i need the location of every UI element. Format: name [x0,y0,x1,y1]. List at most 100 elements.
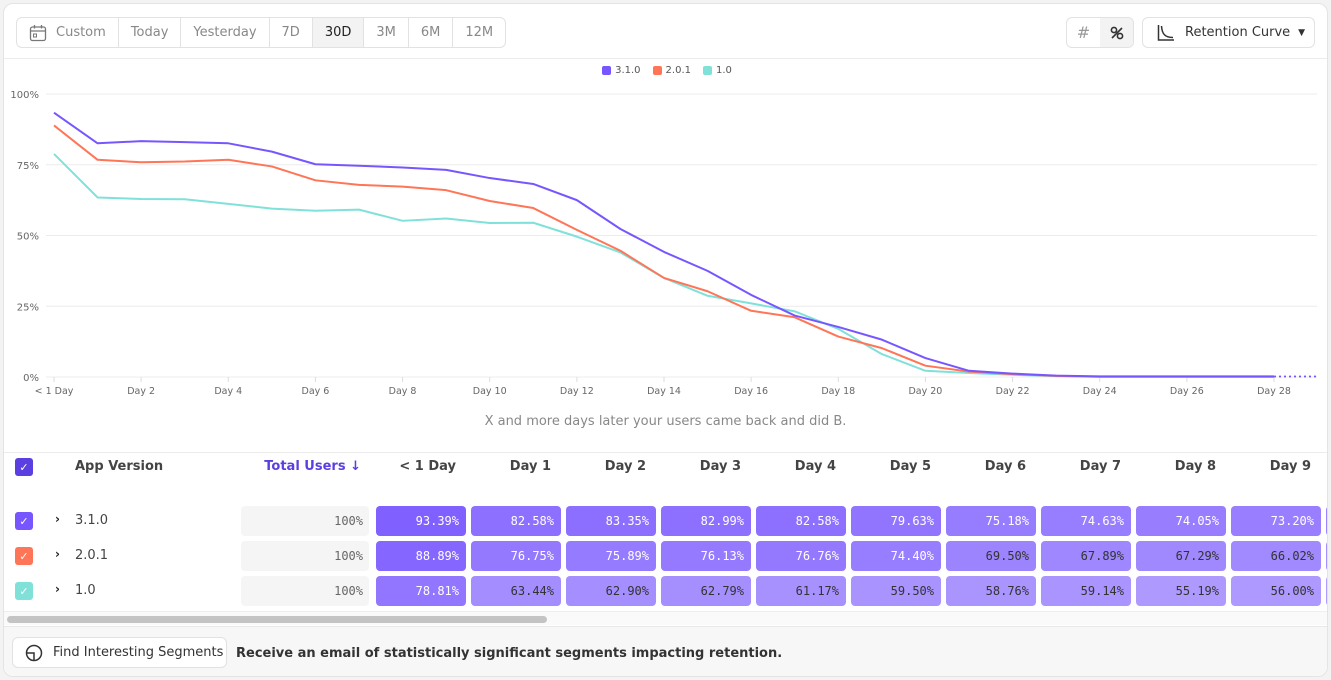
segment-name: 1.0 [75,583,96,598]
y-tick-label: 75% [17,161,39,172]
retention-cell-partial[interactable] [1326,506,1327,536]
day-column-header[interactable]: Day 5 [889,459,931,474]
expand-chevron-icon[interactable]: › [55,547,60,561]
retention-cell[interactable]: 67.29% [1136,541,1226,571]
chart-type-dropdown[interactable]: Retention Curve ▼ [1142,17,1315,48]
legend-item[interactable]: 3.1.0 [602,65,641,76]
date-range-7d[interactable]: 7D [270,18,313,47]
x-tick-label: < 1 Day [35,386,74,397]
retention-cell[interactable]: 82.58% [471,506,561,536]
retention-cell[interactable]: 69.50% [946,541,1036,571]
legend-label: 3.1.0 [615,65,641,76]
retention-cell[interactable]: 75.89% [566,541,656,571]
retention-cell[interactable]: 76.76% [756,541,846,571]
legend-swatch [602,66,612,75]
segment-column-header[interactable]: App Version [75,459,164,474]
retention-cell[interactable]: 83.35% [566,506,656,536]
day-column-header[interactable]: Day 6 [984,459,1026,474]
y-tick-label: 25% [17,302,39,313]
retention-cell[interactable]: 73.20% [1231,506,1321,536]
expand-chevron-icon[interactable]: › [55,512,60,526]
retention-cell[interactable]: 75.18% [946,506,1036,536]
retention-cell[interactable]: 63.44% [471,576,561,606]
retention-cell[interactable]: 67.89% [1041,541,1131,571]
x-tick-label: Day 28 [1257,386,1291,397]
series-line-1.0[interactable] [53,153,1274,378]
day-column-header[interactable]: Day 7 [1079,459,1121,474]
footer-message: Receive an email of statistically signif… [236,646,783,661]
legend-item[interactable]: 2.0.1 [652,65,691,76]
retention-cell[interactable]: 93.39% [376,506,466,536]
retention-cell[interactable]: 74.63% [1041,506,1131,536]
calendar-icon [29,24,47,41]
date-range-3m[interactable]: 3M [364,18,409,47]
retention-report-card: Custom Today Yesterday 7D 30D 3M 6M 12M # Reten… [3,3,1328,677]
footer: Find Interesting Segments Receive an ema… [4,626,1327,676]
row-checkbox[interactable]: ✓ [15,547,33,565]
day-column-header[interactable]: Day 9 [1269,459,1311,474]
retention-cell[interactable]: 74.05% [1136,506,1226,536]
day-column-header[interactable]: < 1 Day [399,459,456,474]
chart-x-label: X and more days later your users came ba… [484,414,847,429]
row-checkbox[interactable]: ✓ [15,512,33,530]
series-line-3.1.0[interactable] [53,111,1274,378]
retention-cell[interactable]: 62.79% [661,576,751,606]
date-range-label: Yesterday [193,25,257,40]
toolbar: Custom Today Yesterday 7D 30D 3M 6M 12M # Reten… [4,4,1327,59]
retention-cell[interactable]: 76.13% [661,541,751,571]
retention-curve-icon [1157,24,1174,41]
segment-name: 2.0.1 [75,548,109,563]
total-users-cell: 100% [241,576,369,606]
retention-cell[interactable]: 55.19% [1136,576,1226,606]
retention-cell[interactable]: 61.17% [756,576,846,606]
x-tick-label: Day 24 [1083,386,1117,397]
chart-legend: 3.1.0 2.0.1 1.0 [4,65,1327,76]
retention-cell-partial[interactable] [1326,576,1327,606]
percent-toggle-button[interactable] [1100,18,1133,47]
day-column-header[interactable]: Day 2 [604,459,646,474]
retention-cell[interactable]: 59.50% [851,576,941,606]
retention-cell[interactable]: 59.14% [1041,576,1131,606]
x-tick-label: Day 14 [647,386,681,397]
scrollbar-thumb[interactable] [7,616,547,623]
date-range-30d[interactable]: 30D [312,18,365,47]
date-range-yesterday[interactable]: Yesterday [181,18,270,47]
retention-cell[interactable]: 82.58% [756,506,846,536]
day-column-header[interactable]: Day 3 [699,459,741,474]
date-range-label: 7D [281,25,300,40]
day-column-header[interactable]: Day 1 [509,459,551,474]
retention-cell[interactable]: 78.81% [376,576,466,606]
retention-cell[interactable]: 62.90% [566,576,656,606]
chart-type-label: Retention Curve [1185,25,1291,40]
date-range-selector: Custom Today Yesterday 7D 30D 3M 6M 12M [16,17,507,48]
date-range-12m[interactable]: 12M [453,18,505,47]
horizontal-scrollbar[interactable] [4,611,1327,625]
retention-cell[interactable]: 76.75% [471,541,561,571]
divider [4,452,1327,453]
date-range-label: 6M [420,25,441,40]
date-range-today[interactable]: Today [119,18,182,47]
retention-cell[interactable]: 56.00% [1231,576,1321,606]
find-interesting-segments-button[interactable]: Find Interesting Segments [12,637,227,668]
date-range-6m[interactable]: 6M [409,18,454,47]
date-range-custom[interactable]: Custom [17,18,119,47]
day-column-header[interactable]: Day 4 [794,459,836,474]
retention-cell[interactable]: 66.02% [1231,541,1321,571]
expand-chevron-icon[interactable]: › [55,582,60,596]
row-checkbox[interactable]: ✓ [15,582,33,600]
total-users-column-header[interactable]: Total Users ↓ [264,459,361,474]
legend-label: 2.0.1 [665,65,691,76]
retention-cell[interactable]: 58.76% [946,576,1036,606]
day-column-header[interactable]: Day 8 [1174,459,1216,474]
select-all-checkbox[interactable]: ✓ [15,458,33,476]
retention-cell[interactable]: 88.89% [376,541,466,571]
count-toggle-button[interactable]: # [1067,18,1100,47]
retention-cell[interactable]: 74.40% [851,541,941,571]
retention-cell[interactable]: 79.63% [851,506,941,536]
legend-label: 1.0 [716,65,732,76]
legend-item[interactable]: 1.0 [703,65,732,76]
segments-icon [25,644,43,661]
x-tick-label: Day 2 [127,386,155,397]
retention-cell-partial[interactable] [1326,541,1327,571]
retention-cell[interactable]: 82.99% [661,506,751,536]
